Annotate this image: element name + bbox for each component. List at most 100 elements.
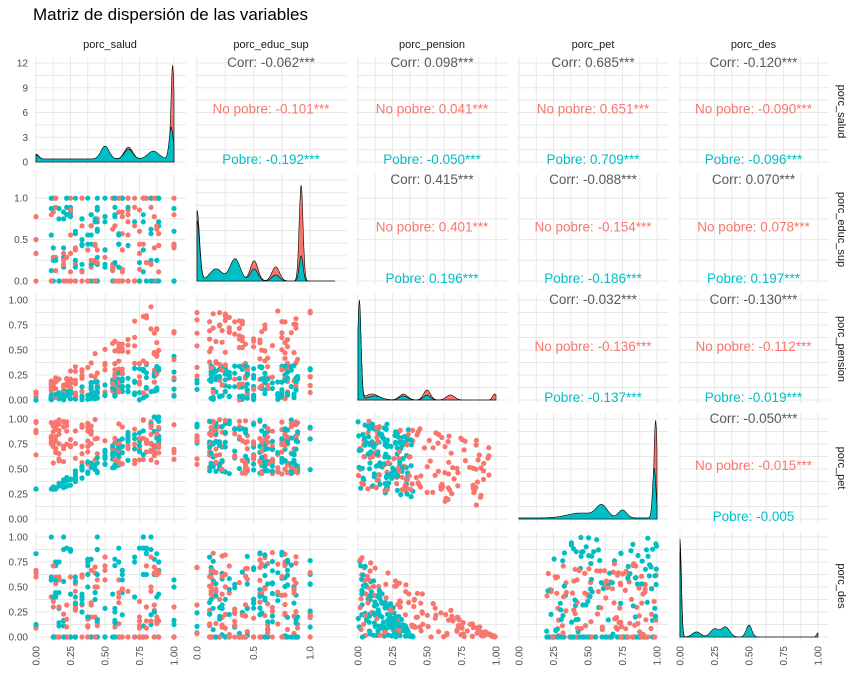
- point-no-pobre: [67, 444, 74, 450]
- point-pobre: [136, 366, 143, 372]
- point-no-pobre: [420, 621, 426, 627]
- point-no-pobre: [293, 325, 299, 331]
- point-no-pobre: [125, 232, 131, 238]
- point-no-pobre: [293, 316, 299, 322]
- corr-panel-porc_educ_sup-porc_pension: Corr: 0.415*** No pobre: 0.401*** Pobre: 0…: [376, 172, 489, 286]
- point-pobre: [236, 466, 242, 472]
- point-pobre: [119, 450, 125, 456]
- point-pobre: [257, 605, 263, 611]
- point-no-pobre: [652, 634, 658, 640]
- point-no-pobre: [64, 616, 70, 622]
- point-no-pobre: [72, 455, 78, 461]
- point-no-pobre: [265, 630, 271, 636]
- point-no-pobre: [236, 634, 242, 640]
- point-no-pobre: [61, 257, 67, 263]
- point-pobre: [551, 556, 557, 562]
- scatter-panel-porc_pension-vs-porc_salud: [33, 304, 177, 403]
- point-pobre: [639, 558, 645, 564]
- point-no-pobre: [213, 459, 219, 465]
- point-pobre: [602, 634, 608, 640]
- point-no-pobre: [171, 422, 177, 428]
- point-no-pobre: [92, 241, 98, 247]
- point-no-pobre: [156, 442, 162, 448]
- point-pobre: [373, 463, 379, 469]
- point-no-pobre: [464, 628, 470, 634]
- point-pobre: [282, 458, 288, 464]
- point-no-pobre: [424, 612, 430, 618]
- point-no-pobre: [615, 570, 622, 576]
- point-pobre: [366, 613, 372, 619]
- point-no-pobre: [72, 377, 78, 383]
- point-no-pobre: [407, 486, 413, 492]
- point-pobre: [382, 481, 388, 487]
- point-no-pobre: [217, 322, 223, 328]
- point-no-pobre: [67, 207, 74, 213]
- point-no-pobre: [611, 561, 618, 567]
- point-no-pobre: [94, 623, 100, 629]
- point-pobre: [48, 205, 54, 212]
- point-no-pobre: [282, 610, 288, 616]
- point-no-pobre: [67, 269, 74, 275]
- point-pobre: [64, 195, 70, 201]
- point-no-pobre: [132, 343, 138, 349]
- point-no-pobre: [279, 634, 285, 640]
- scatter-panel-porc_des-vs-porc_educ_sup: [194, 549, 313, 640]
- point-pobre: [136, 443, 143, 449]
- point-pobre: [395, 434, 401, 440]
- point-no-pobre: [222, 362, 228, 368]
- point-no-pobre: [284, 337, 291, 343]
- x-tick-label: 0.50: [745, 646, 756, 666]
- point-no-pobre: [112, 278, 118, 284]
- x-tick-label: 0.50: [584, 646, 595, 666]
- point-no-pobre: [578, 625, 584, 632]
- point-pobre: [359, 576, 365, 582]
- point-no-pobre: [132, 441, 138, 447]
- point-pobre: [634, 581, 641, 587]
- point-no-pobre: [288, 424, 294, 430]
- point-pobre: [378, 623, 384, 629]
- point-pobre: [232, 384, 238, 390]
- point-no-pobre: [148, 261, 154, 267]
- point-no-pobre: [48, 388, 54, 394]
- point-no-pobre: [609, 586, 616, 592]
- y-tick-label: 9: [22, 83, 28, 94]
- point-no-pobre: [269, 428, 275, 434]
- y-tick-label: 12: [17, 59, 29, 70]
- density-pobre: [357, 299, 496, 401]
- point-pobre: [88, 212, 94, 218]
- point-no-pobre: [213, 586, 219, 592]
- point-no-pobre: [589, 634, 595, 640]
- point-no-pobre: [194, 310, 200, 316]
- point-pobre: [407, 437, 414, 443]
- point-no-pobre: [236, 434, 242, 440]
- y-tick-label: 0.00: [9, 633, 29, 644]
- point-no-pobre: [85, 428, 91, 434]
- point-no-pobre: [116, 348, 122, 354]
- point-pobre: [568, 542, 575, 548]
- point-pobre: [257, 550, 263, 556]
- point-no-pobre: [125, 349, 131, 355]
- point-no-pobre: [385, 570, 391, 576]
- point-pobre: [79, 601, 85, 607]
- point-pobre: [112, 195, 118, 201]
- corr-no-pobre: No pobre: -0.090***: [695, 102, 813, 117]
- point-no-pobre: [458, 435, 464, 441]
- point-no-pobre: [397, 427, 403, 433]
- x-tick-label: 0.0: [193, 646, 204, 660]
- point-pobre: [367, 441, 373, 447]
- point-pobre: [644, 599, 650, 605]
- point-no-pobre: [445, 485, 451, 491]
- point-no-pobre: [194, 631, 200, 637]
- point-pobre: [609, 580, 615, 586]
- point-no-pobre: [132, 334, 138, 340]
- point-no-pobre: [307, 308, 313, 314]
- point-pobre: [154, 387, 160, 393]
- point-no-pobre: [244, 439, 250, 445]
- point-pobre: [85, 396, 91, 402]
- point-no-pobre: [232, 431, 238, 437]
- point-no-pobre: [446, 433, 452, 439]
- point-no-pobre: [451, 476, 457, 482]
- point-no-pobre: [72, 588, 78, 594]
- point-pobre: [92, 216, 98, 222]
- point-pobre: [102, 247, 108, 253]
